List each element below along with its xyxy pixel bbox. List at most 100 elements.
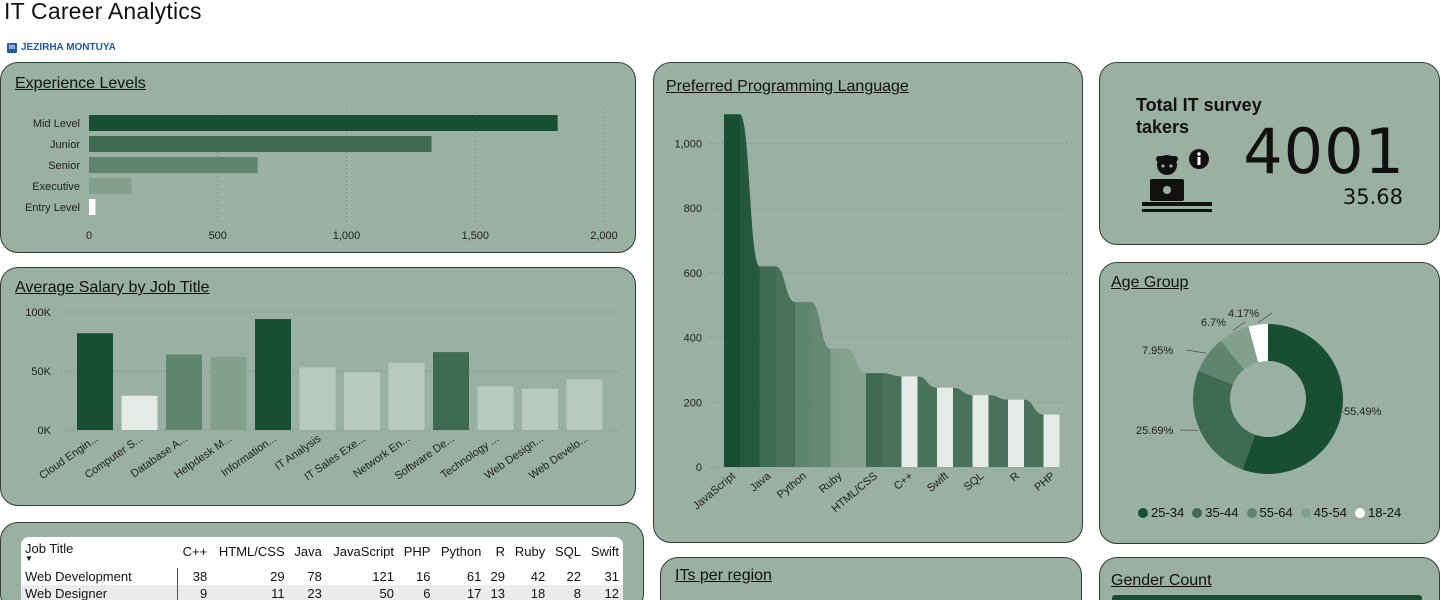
table-cell: 38 [192,569,208,584]
x-tick-label: 2,000 [590,230,618,242]
average-salary-card: Average Salary by Job Title 0K 50K 100K Clo… [0,267,636,506]
legend-dot [1138,507,1148,518]
ribbon [917,376,937,467]
table-header[interactable]: Python [440,544,482,559]
bar [89,199,96,215]
experience-levels-chart: 0 500 1,000 1,500 2,000 Mid Level Junior Senior… [25,108,618,242]
y-tick-label: 200 [684,397,702,409]
donut-slice [1220,326,1259,370]
table-header[interactable]: SQL [554,544,581,559]
y-tick-label: 50K [31,366,51,378]
table-row[interactable]: Web Development 38 29 78 121 16 61 29 42… [21,568,623,585]
bar [972,395,989,467]
bar [937,387,953,467]
info-icon[interactable] [1188,148,1210,170]
category-label: SQL [962,470,987,493]
ribbon [846,348,866,467]
gender-count-card: Gender Count [1099,557,1440,600]
leader-line [1232,321,1246,331]
x-tick-label: 1,000 [333,230,361,242]
table-header[interactable]: PHP [403,544,431,559]
leader-line [1257,312,1273,323]
table-cell: 29 [270,569,285,584]
category-label: Senior [48,160,80,172]
y-tick-label: 100K [25,307,51,319]
slice-label: 55.49% [1344,406,1382,418]
table-header[interactable]: Ruby [514,544,546,559]
table-cell: 18 [508,585,550,600]
bar [477,386,514,430]
category-label: Junior [50,139,80,151]
leader-line [1339,410,1344,413]
bar [255,319,291,430]
bar [522,388,558,430]
table-header[interactable]: R [495,544,505,559]
table-header[interactable]: Job Title ▼ [21,537,177,568]
category-label: Executive [32,181,80,193]
category-label: Java [748,470,774,495]
bar [830,348,847,467]
author-link[interactable]: in JEZIRHA MONTUYA [7,42,116,53]
bar [77,333,113,430]
legend-dot [1246,507,1257,518]
its-per-region-card: ITs per region [660,557,1082,600]
y-tick-label: 600 [684,268,702,280]
author-name: JEZIRHA MONTUYA [21,42,116,53]
ribbon [988,395,1008,467]
gender-count-title: Gender Count [1111,572,1212,589]
x-tick-label: 500 [209,230,227,242]
programming-language-chart: 0 200 400 600 800 1,000 JavaScript Java Python Ru… [674,114,1070,515]
legend-item[interactable]: 25-34 [1138,505,1184,520]
survey-takers-card: Total IT survey takers 4001 35.68 [1099,62,1440,245]
category-label: JavaScript [691,470,738,512]
bar [121,395,158,430]
leader-line [1185,349,1207,354]
table-row[interactable]: Web Designer 9 11 23 50 6 17 13 18 8 12 [21,585,623,600]
bar [795,301,811,467]
job-language-table-card: Job Title ▼ C++ HTML/CSS Java JavaScript… [0,522,644,600]
legend-item[interactable]: 45-54 [1300,505,1347,520]
table-header[interactable]: HTML/CSS [218,544,285,559]
age-group-legend: 25-34 35-44 55-64 45-54 18-24 [1138,505,1401,520]
bar [89,157,258,173]
bar [388,362,425,430]
y-tick-label: 0K [38,425,52,437]
bar [344,372,380,430]
experience-levels-card: Experience Levels 0 500 1,000 1,500 2,000 Mid… [0,62,636,253]
table-header[interactable]: Swift [590,544,619,559]
bar [566,379,603,430]
experience-levels-title: Experience Levels [15,75,146,92]
survey-takers-label: Total IT survey takers [1136,95,1262,137]
legend-dot [1355,507,1365,518]
category-label: Python [775,470,809,501]
table-cell: 6 [398,585,435,600]
table-cell: Web Designer [21,585,178,600]
table-header[interactable]: Java [294,544,322,559]
bar [166,354,202,430]
table-header[interactable]: C++ [182,544,208,559]
category-label: C++ [892,470,916,493]
table-cell: 17 [434,585,486,600]
slice-label: 25.69% [1136,425,1174,437]
slice-label: 6.7% [1201,317,1226,329]
x-tick-label: 0 [86,230,92,242]
bar [866,373,882,467]
age-group-card: Age Group 55.49% 25.69% 7.95% 6.7% 4.17% 25-… [1099,262,1440,544]
y-tick-label: 400 [684,333,702,345]
legend-item[interactable]: 35-44 [1192,505,1239,520]
donut-slice [1193,370,1256,470]
bar [89,178,132,194]
table-header[interactable]: JavaScript [333,544,394,559]
table-cell: 8 [549,585,585,600]
table-cell: 29 [490,569,505,584]
legend-item[interactable]: 55-64 [1246,505,1293,520]
table-cell: 121 [372,569,394,584]
category-label: Mid Level [33,118,80,130]
survey-takers-value: 4001 [1243,115,1405,188]
y-tick-label: 800 [684,203,702,215]
bar [210,356,247,430]
job-language-table[interactable]: Job Title ▼ C++ HTML/CSS Java JavaScript… [21,537,623,600]
legend-item[interactable]: 18-24 [1355,505,1401,520]
sort-desc-icon[interactable]: ▼ [25,554,33,563]
